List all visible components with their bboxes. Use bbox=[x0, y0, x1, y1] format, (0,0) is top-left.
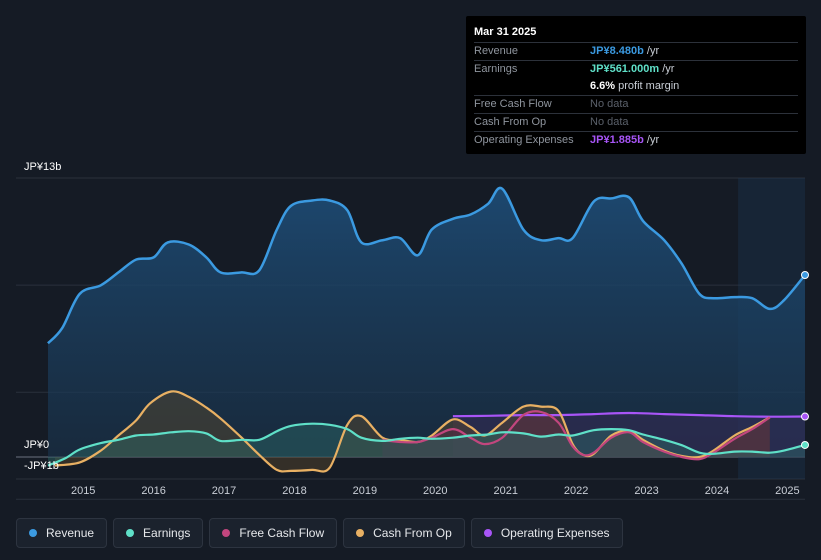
legend-item-cash-from-op[interactable]: Cash From Op bbox=[343, 518, 465, 548]
tooltip-unit: /yr bbox=[646, 134, 660, 146]
tooltip-label: Revenue bbox=[474, 45, 519, 57]
legend-item-revenue[interactable]: Revenue bbox=[16, 518, 108, 548]
x-tick-label: 2019 bbox=[353, 485, 377, 497]
legend-label: Free Cash Flow bbox=[239, 526, 325, 540]
x-axis: 2015 2016 2017 2018 2019 2020 2021 2022 2023 2024… bbox=[71, 485, 800, 497]
series-lines bbox=[47, 186, 806, 473]
legend-label: Earnings bbox=[143, 526, 191, 540]
legend-dot-icon bbox=[29, 529, 37, 537]
legend-item-earnings[interactable]: Earnings bbox=[113, 518, 204, 548]
tooltip-unit: /yr bbox=[646, 45, 660, 57]
tooltip-date: Mar 31 2025 bbox=[474, 26, 537, 38]
tooltip-label: Cash From Op bbox=[474, 116, 547, 128]
tooltip-value: JP¥561.000m bbox=[590, 63, 660, 75]
line-revenue bbox=[47, 186, 806, 345]
tooltip-value: JP¥1.885b bbox=[590, 134, 644, 146]
x-tick-label: 2016 bbox=[141, 485, 165, 497]
line-operating-expenses bbox=[452, 411, 806, 418]
legend-label: Cash From Op bbox=[373, 526, 452, 540]
tooltip-row-opex: Operating Expenses JP¥1.885b /yr bbox=[474, 131, 798, 149]
legend: Revenue Earnings Free Cash Flow Cash Fro… bbox=[16, 518, 623, 548]
x-tick-label: 2023 bbox=[634, 485, 658, 497]
tooltip-row-earnings: Earnings JP¥561.000m /yr bbox=[474, 60, 798, 78]
area-free-cash-flow bbox=[382, 411, 770, 460]
legend-dot-icon bbox=[483, 529, 492, 537]
tooltip-label: Free Cash Flow bbox=[474, 98, 552, 110]
legend-label: Revenue bbox=[46, 526, 95, 540]
legend-dot-icon bbox=[356, 529, 365, 537]
area-revenue bbox=[48, 187, 805, 457]
tooltip-margin-text: profit margin bbox=[618, 80, 680, 92]
tooltip-row-margin: 6.6% profit margin bbox=[474, 78, 798, 95]
line-free-cash-flow bbox=[382, 410, 771, 461]
legend-label: Operating Expenses bbox=[500, 526, 610, 540]
y-label-zero: JP¥0 bbox=[24, 439, 49, 451]
legend-item-operating-expenses[interactable]: Operating Expenses bbox=[470, 518, 623, 548]
y-label-top: JP¥13b bbox=[24, 161, 61, 173]
series-endpoints bbox=[801, 271, 809, 449]
tooltip-margin-value: 6.6% bbox=[590, 80, 616, 92]
tooltip-value: No data bbox=[590, 116, 629, 128]
endpoint-operating-expenses bbox=[801, 412, 809, 421]
x-tick-label: 2024 bbox=[705, 485, 729, 497]
x-tick-label: 2021 bbox=[493, 485, 517, 497]
x-tick-label: 2025 bbox=[775, 485, 799, 497]
x-tick-label: 2015 bbox=[71, 485, 95, 497]
tooltip: Mar 31 2025 Revenue JP¥8.480b /yr Earnin… bbox=[466, 16, 806, 154]
x-tick-label: 2018 bbox=[282, 485, 306, 497]
area-cash-from-op bbox=[55, 391, 770, 472]
x-tick-label: 2022 bbox=[564, 485, 588, 497]
line-earnings bbox=[47, 422, 806, 467]
tooltip-row-cfo: Cash From Op No data bbox=[474, 113, 798, 131]
y-axis: JP¥13b JP¥0 -JP¥1b bbox=[24, 161, 61, 472]
y-label-bottom: -JP¥1b bbox=[24, 460, 59, 472]
tooltip-unit: /yr bbox=[662, 63, 675, 75]
tooltip-label: Earnings bbox=[474, 63, 518, 75]
tooltip-row-revenue: Revenue JP¥8.480b /yr bbox=[474, 42, 798, 60]
tooltip-value: No data bbox=[590, 98, 629, 110]
endpoint-revenue bbox=[801, 271, 809, 280]
tooltip-row-fcf: Free Cash Flow No data bbox=[474, 95, 798, 113]
legend-dot-icon bbox=[222, 529, 231, 537]
legend-item-free-cash-flow[interactable]: Free Cash Flow bbox=[209, 518, 338, 548]
legend-dot-icon bbox=[126, 529, 135, 537]
tooltip-value: JP¥8.480b bbox=[590, 45, 644, 57]
x-tick-label: 2017 bbox=[212, 485, 236, 497]
series-areas bbox=[48, 187, 805, 472]
tooltip-label: Operating Expenses bbox=[474, 134, 574, 146]
x-tick-label: 2020 bbox=[423, 485, 447, 497]
area-operating-expenses bbox=[452, 413, 805, 457]
endpoint-earnings bbox=[801, 440, 809, 449]
